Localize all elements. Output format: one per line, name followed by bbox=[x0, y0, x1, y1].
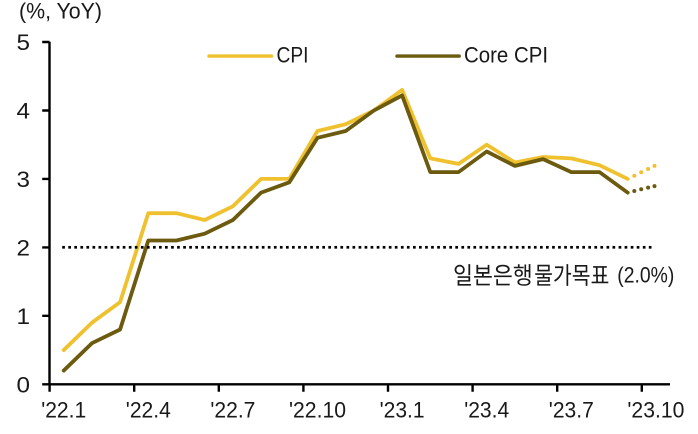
svg-text:(%, YoY): (%, YoY) bbox=[19, 0, 102, 24]
svg-text:'23.1: '23.1 bbox=[380, 397, 425, 422]
svg-text:'23.7: '23.7 bbox=[549, 397, 594, 422]
svg-text:2: 2 bbox=[17, 236, 31, 261]
svg-text:4: 4 bbox=[17, 99, 31, 124]
svg-text:'22.7: '22.7 bbox=[210, 397, 255, 422]
svg-text:Core CPI: Core CPI bbox=[464, 43, 548, 68]
svg-text:CPI: CPI bbox=[277, 43, 309, 68]
svg-text:1: 1 bbox=[17, 304, 31, 329]
svg-text:3: 3 bbox=[17, 167, 31, 192]
svg-text:'23.4: '23.4 bbox=[464, 397, 509, 422]
svg-text:(2.0%): (2.0%) bbox=[617, 263, 674, 288]
svg-text:'22.4: '22.4 bbox=[126, 397, 171, 422]
svg-text:'22.10: '22.10 bbox=[289, 397, 346, 422]
svg-text:'22.1: '22.1 bbox=[41, 397, 86, 422]
svg-text:0: 0 bbox=[17, 372, 31, 397]
svg-text:5: 5 bbox=[17, 30, 31, 55]
svg-text:'23.10: '23.10 bbox=[627, 397, 684, 422]
